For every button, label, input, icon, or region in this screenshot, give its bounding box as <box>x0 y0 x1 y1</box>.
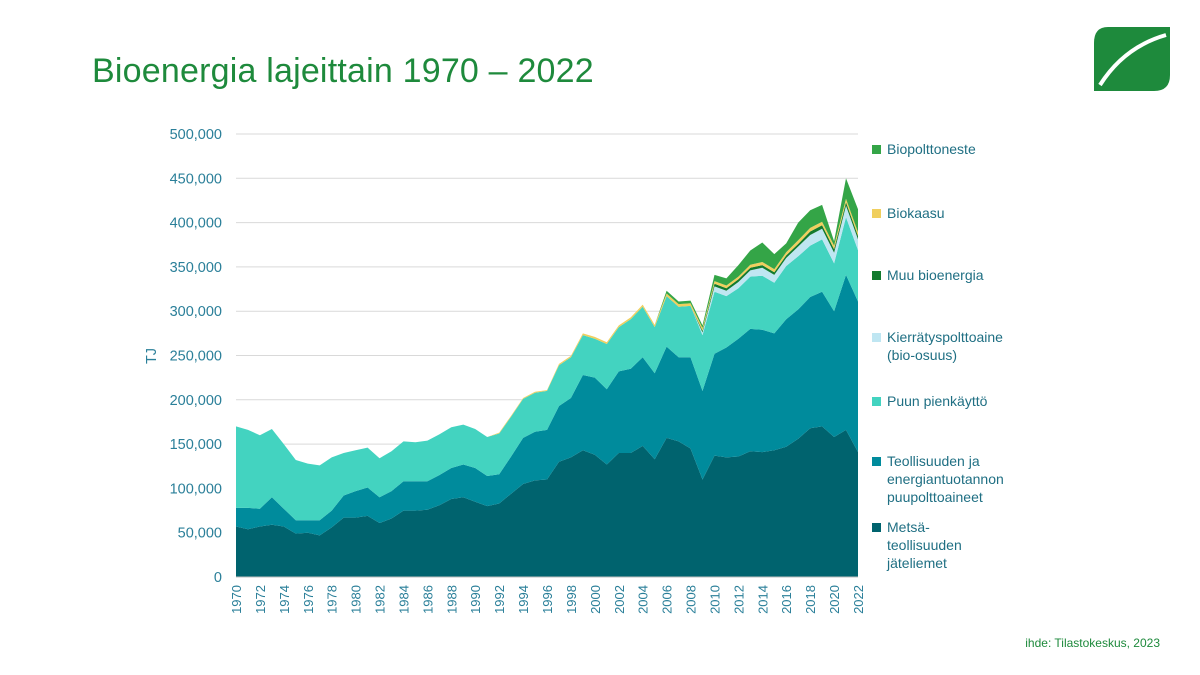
y-axis: 0 50,000 100,000 150,000 200,000 250,000 300,0… <box>170 127 222 586</box>
legend-item: Puun pienkäyttö <box>872 392 1072 410</box>
legend-label: Puun pienkäyttö <box>887 393 988 409</box>
x-tick-label: 1972 <box>253 585 268 614</box>
legend-item: Kierrätyspolttoaine (bio-osuus) <box>872 328 1072 364</box>
x-tick-label: 2004 <box>636 585 651 614</box>
legend-label: Kierrätyspolttoaine (bio-osuus) <box>887 329 1003 363</box>
x-tick-label: 1982 <box>373 585 388 614</box>
page-title: Bioenergia lajeittain 1970 – 2022 <box>92 52 594 90</box>
y-tick-label: 450,000 <box>170 171 222 187</box>
x-tick-label: 1988 <box>444 585 459 614</box>
area-series-2 <box>236 274 858 536</box>
y-tick-label: 200,000 <box>170 393 222 409</box>
legend-item: Biokaasu <box>872 204 1072 222</box>
x-tick-label: 1980 <box>349 585 364 614</box>
legend-swatch <box>872 209 881 218</box>
legend-item: Metsä- teollisuuden jäteliemet <box>872 518 1072 572</box>
legend-swatch <box>872 333 881 342</box>
area-series <box>236 178 858 577</box>
x-tick-label: 2018 <box>803 585 818 614</box>
y-tick-label: 250,000 <box>170 349 222 365</box>
y-tick-label: 400,000 <box>170 216 222 232</box>
company-logo <box>1094 27 1170 91</box>
x-tick-label: 2020 <box>827 585 842 614</box>
source-note: ihde: Tilastokeskus, 2023 <box>1025 636 1160 650</box>
legend-label: Metsä- teollisuuden jäteliemet <box>887 519 962 571</box>
legend-item: Biopolttoneste <box>872 140 1072 158</box>
y-axis-label: TJ <box>144 348 160 364</box>
legend-swatch <box>872 457 881 466</box>
x-tick-label: 1984 <box>397 585 412 614</box>
x-tick-label: 2014 <box>755 585 770 614</box>
y-tick-label: 100,000 <box>170 481 222 497</box>
legend-item: Teollisuuden ja energiantuotannon puupol… <box>872 452 1072 506</box>
x-axis: 1970 1972 1974 1976 1978 1980 1982 1984 1986 1988… <box>229 576 866 614</box>
x-tick-label: 2012 <box>731 585 746 614</box>
y-tick-label: 350,000 <box>170 260 222 276</box>
legend-label: Muu bioenergia <box>887 267 984 283</box>
x-tick-label: 1994 <box>516 585 531 614</box>
x-tick-label: 2008 <box>684 585 699 614</box>
legend-swatch <box>872 397 881 406</box>
legend-label: Biopolttoneste <box>887 141 976 157</box>
y-tick-label: 150,000 <box>170 437 222 453</box>
x-tick-label: 2016 <box>779 585 794 614</box>
legend-label: Teollisuuden ja energiantuotannon puupol… <box>887 453 1004 505</box>
legend-swatch <box>872 271 881 280</box>
x-tick-label: 2022 <box>851 585 866 614</box>
x-tick-label: 2010 <box>708 585 723 614</box>
y-tick-label: 50,000 <box>178 526 222 542</box>
area-series-1 <box>236 426 858 577</box>
x-tick-label: 2002 <box>612 585 627 614</box>
legend-item: Muu bioenergia <box>872 266 1072 284</box>
x-tick-label: 2000 <box>588 585 603 614</box>
legend-swatch <box>872 145 881 154</box>
legend-swatch <box>872 523 881 532</box>
area-series-3 <box>236 217 858 521</box>
x-tick-label: 1990 <box>468 585 483 614</box>
x-tick-label: 1974 <box>277 585 292 614</box>
x-tick-label: 1996 <box>540 585 555 614</box>
y-tick-label: 500,000 <box>170 127 222 143</box>
x-tick-label: 2006 <box>660 585 675 614</box>
x-tick-label: 1986 <box>420 585 435 614</box>
x-tick-label: 1992 <box>492 585 507 614</box>
x-tick-label: 1978 <box>325 585 340 614</box>
y-tick-label: 300,000 <box>170 304 222 320</box>
x-tick-label: 1970 <box>229 585 244 614</box>
legend-label: Biokaasu <box>887 205 945 221</box>
x-tick-label: 1998 <box>564 585 579 614</box>
y-tick-label: 0 <box>214 570 222 586</box>
x-tick-label: 1976 <box>301 585 316 614</box>
